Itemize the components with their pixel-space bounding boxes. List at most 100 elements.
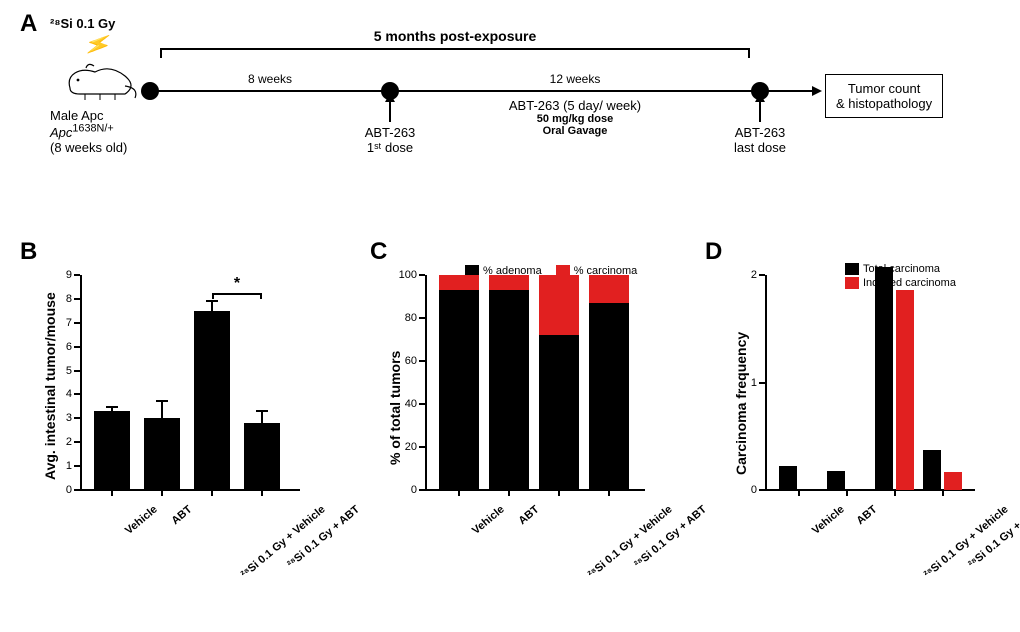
y-axis (425, 275, 427, 490)
panel-d-chart: Carcinoma frequency Total carcinoma Indu… (765, 275, 985, 490)
drug-line2: 50 mg/kg dose (400, 113, 750, 125)
stacked-segment (589, 303, 629, 490)
y-tick-label: 20 (405, 441, 425, 453)
exposure-label: ²⁸Si 0.1 Gy (50, 16, 115, 31)
timeline-dot-start (141, 82, 159, 100)
stacked-segment (539, 275, 579, 335)
mouse-age-text: (8 weeks old) (50, 140, 127, 155)
mouse-caption: Male Apc Apc1638N/+ (8 weeks old) (50, 108, 170, 155)
x-tick (894, 490, 896, 496)
y-tick-label: 0 (751, 484, 765, 496)
grouped-bar (923, 450, 941, 490)
x-tick-label: Vehicle (470, 503, 507, 537)
bar (244, 423, 280, 490)
y-tick-label: 7 (66, 317, 80, 329)
stacked-segment (589, 275, 629, 303)
y-tick-label: 40 (405, 398, 425, 410)
y-tick-label: 0 (411, 484, 425, 496)
y-tick-label: 4 (66, 388, 80, 400)
y-tick-label: 2 (66, 436, 80, 448)
panel-label-c: C (370, 238, 387, 266)
mouse-icon (65, 58, 139, 104)
y-tick-label: 2 (751, 269, 765, 281)
first-dose-label: ABT-263 1ˢᵗ dose (350, 125, 430, 155)
x-tick (608, 490, 610, 496)
stacked-segment (489, 290, 529, 490)
significance-marker: * (234, 275, 240, 293)
x-tick-label: ABT (854, 503, 879, 527)
grouped-bar (944, 472, 962, 490)
y-axis (765, 275, 767, 490)
arrow-last-dose (759, 102, 761, 122)
y-tick-label: 80 (405, 312, 425, 324)
x-tick (798, 490, 800, 496)
mouse-model-text: Male Apc Apc1638N/+ (50, 108, 114, 140)
y-tick-label: 0 (66, 484, 80, 496)
x-tick-label: ABT (169, 503, 194, 527)
segment1-label: 8 weeks (160, 72, 380, 86)
error-bar (161, 400, 163, 418)
arrow-first-dose (389, 102, 391, 122)
y-tick-label: 1 (751, 377, 765, 389)
panel-d-y-title: Carcinoma frequency (733, 332, 749, 475)
grouped-bar (875, 267, 893, 490)
last-dose-label: ABT-263 last dose (720, 125, 800, 155)
bar (94, 411, 130, 490)
panel-d-legend: Total carcinoma Induced carcinoma (845, 263, 956, 289)
bracket-label: 5 months post-exposure (160, 28, 750, 44)
x-tick-label: ABT (516, 503, 541, 527)
panel-label-b: B (20, 238, 37, 266)
panel-b-y-title: Avg. intestinal tumor/mouse (42, 292, 58, 480)
panel-c-chart: % of total tumors % adenoma % carcinoma … (425, 275, 655, 490)
x-tick-label: Vehicle (810, 503, 847, 537)
grouped-bar (779, 466, 797, 490)
panel-label-a: A (20, 10, 37, 38)
x-tick (211, 490, 213, 496)
x-tick (111, 490, 113, 496)
y-tick-label: 3 (66, 412, 80, 424)
lightning-icon: ⚡ (81, 28, 116, 62)
stacked-segment (439, 275, 479, 290)
error-cap (156, 400, 168, 402)
error-cap (256, 410, 268, 412)
bracket-span (160, 48, 750, 58)
legend-item-induced: Induced carcinoma (845, 277, 956, 289)
segment2-label: 12 weeks (400, 72, 750, 86)
x-tick (261, 490, 263, 496)
bar (144, 418, 180, 490)
y-tick-label: 60 (405, 355, 425, 367)
panel-b-chart: Avg. intestinal tumor/mouse 0123456789Ve… (80, 275, 310, 490)
legend-item-total: Total carcinoma (845, 263, 956, 275)
stacked-segment (489, 275, 529, 290)
bar (194, 311, 230, 490)
arrow-to-endpoint-icon (762, 83, 822, 99)
y-tick-label: 5 (66, 365, 80, 377)
panel-a-timeline: ²⁸Si 0.1 Gy ⚡ Male Apc Apc1638N/+ (8 wee… (50, 20, 950, 200)
x-tick (458, 490, 460, 496)
figure: A B C D ²⁸Si 0.1 Gy ⚡ Male Apc Apc1638N/… (10, 10, 1010, 622)
drug-regimen: ABT-263 (5 day/ week) 50 mg/kg dose Oral… (400, 98, 750, 137)
error-cap (106, 406, 118, 408)
y-axis (80, 275, 82, 490)
panel-c-y-title: % of total tumors (387, 351, 403, 465)
x-tick (846, 490, 848, 496)
panel-label-d: D (705, 238, 722, 266)
drug-line1: ABT-263 (5 day/ week) (400, 98, 750, 113)
x-tick (558, 490, 560, 496)
drug-line3: Oral Gavage (400, 125, 750, 137)
x-tick (161, 490, 163, 496)
x-tick-label: Vehicle (123, 503, 160, 537)
stacked-segment (539, 335, 579, 490)
y-tick-label: 1 (66, 460, 80, 472)
significance-bracket (212, 293, 262, 295)
x-tick (508, 490, 510, 496)
timeline-axis (150, 90, 760, 92)
y-tick-label: 8 (66, 293, 80, 305)
grouped-bar (896, 290, 914, 490)
error-cap (206, 300, 218, 302)
y-tick-label: 9 (66, 269, 80, 281)
y-tick-label: 100 (399, 269, 425, 281)
y-tick-label: 6 (66, 341, 80, 353)
grouped-bar (827, 471, 845, 490)
endpoint-box: Tumor count & histopathology (825, 74, 943, 118)
